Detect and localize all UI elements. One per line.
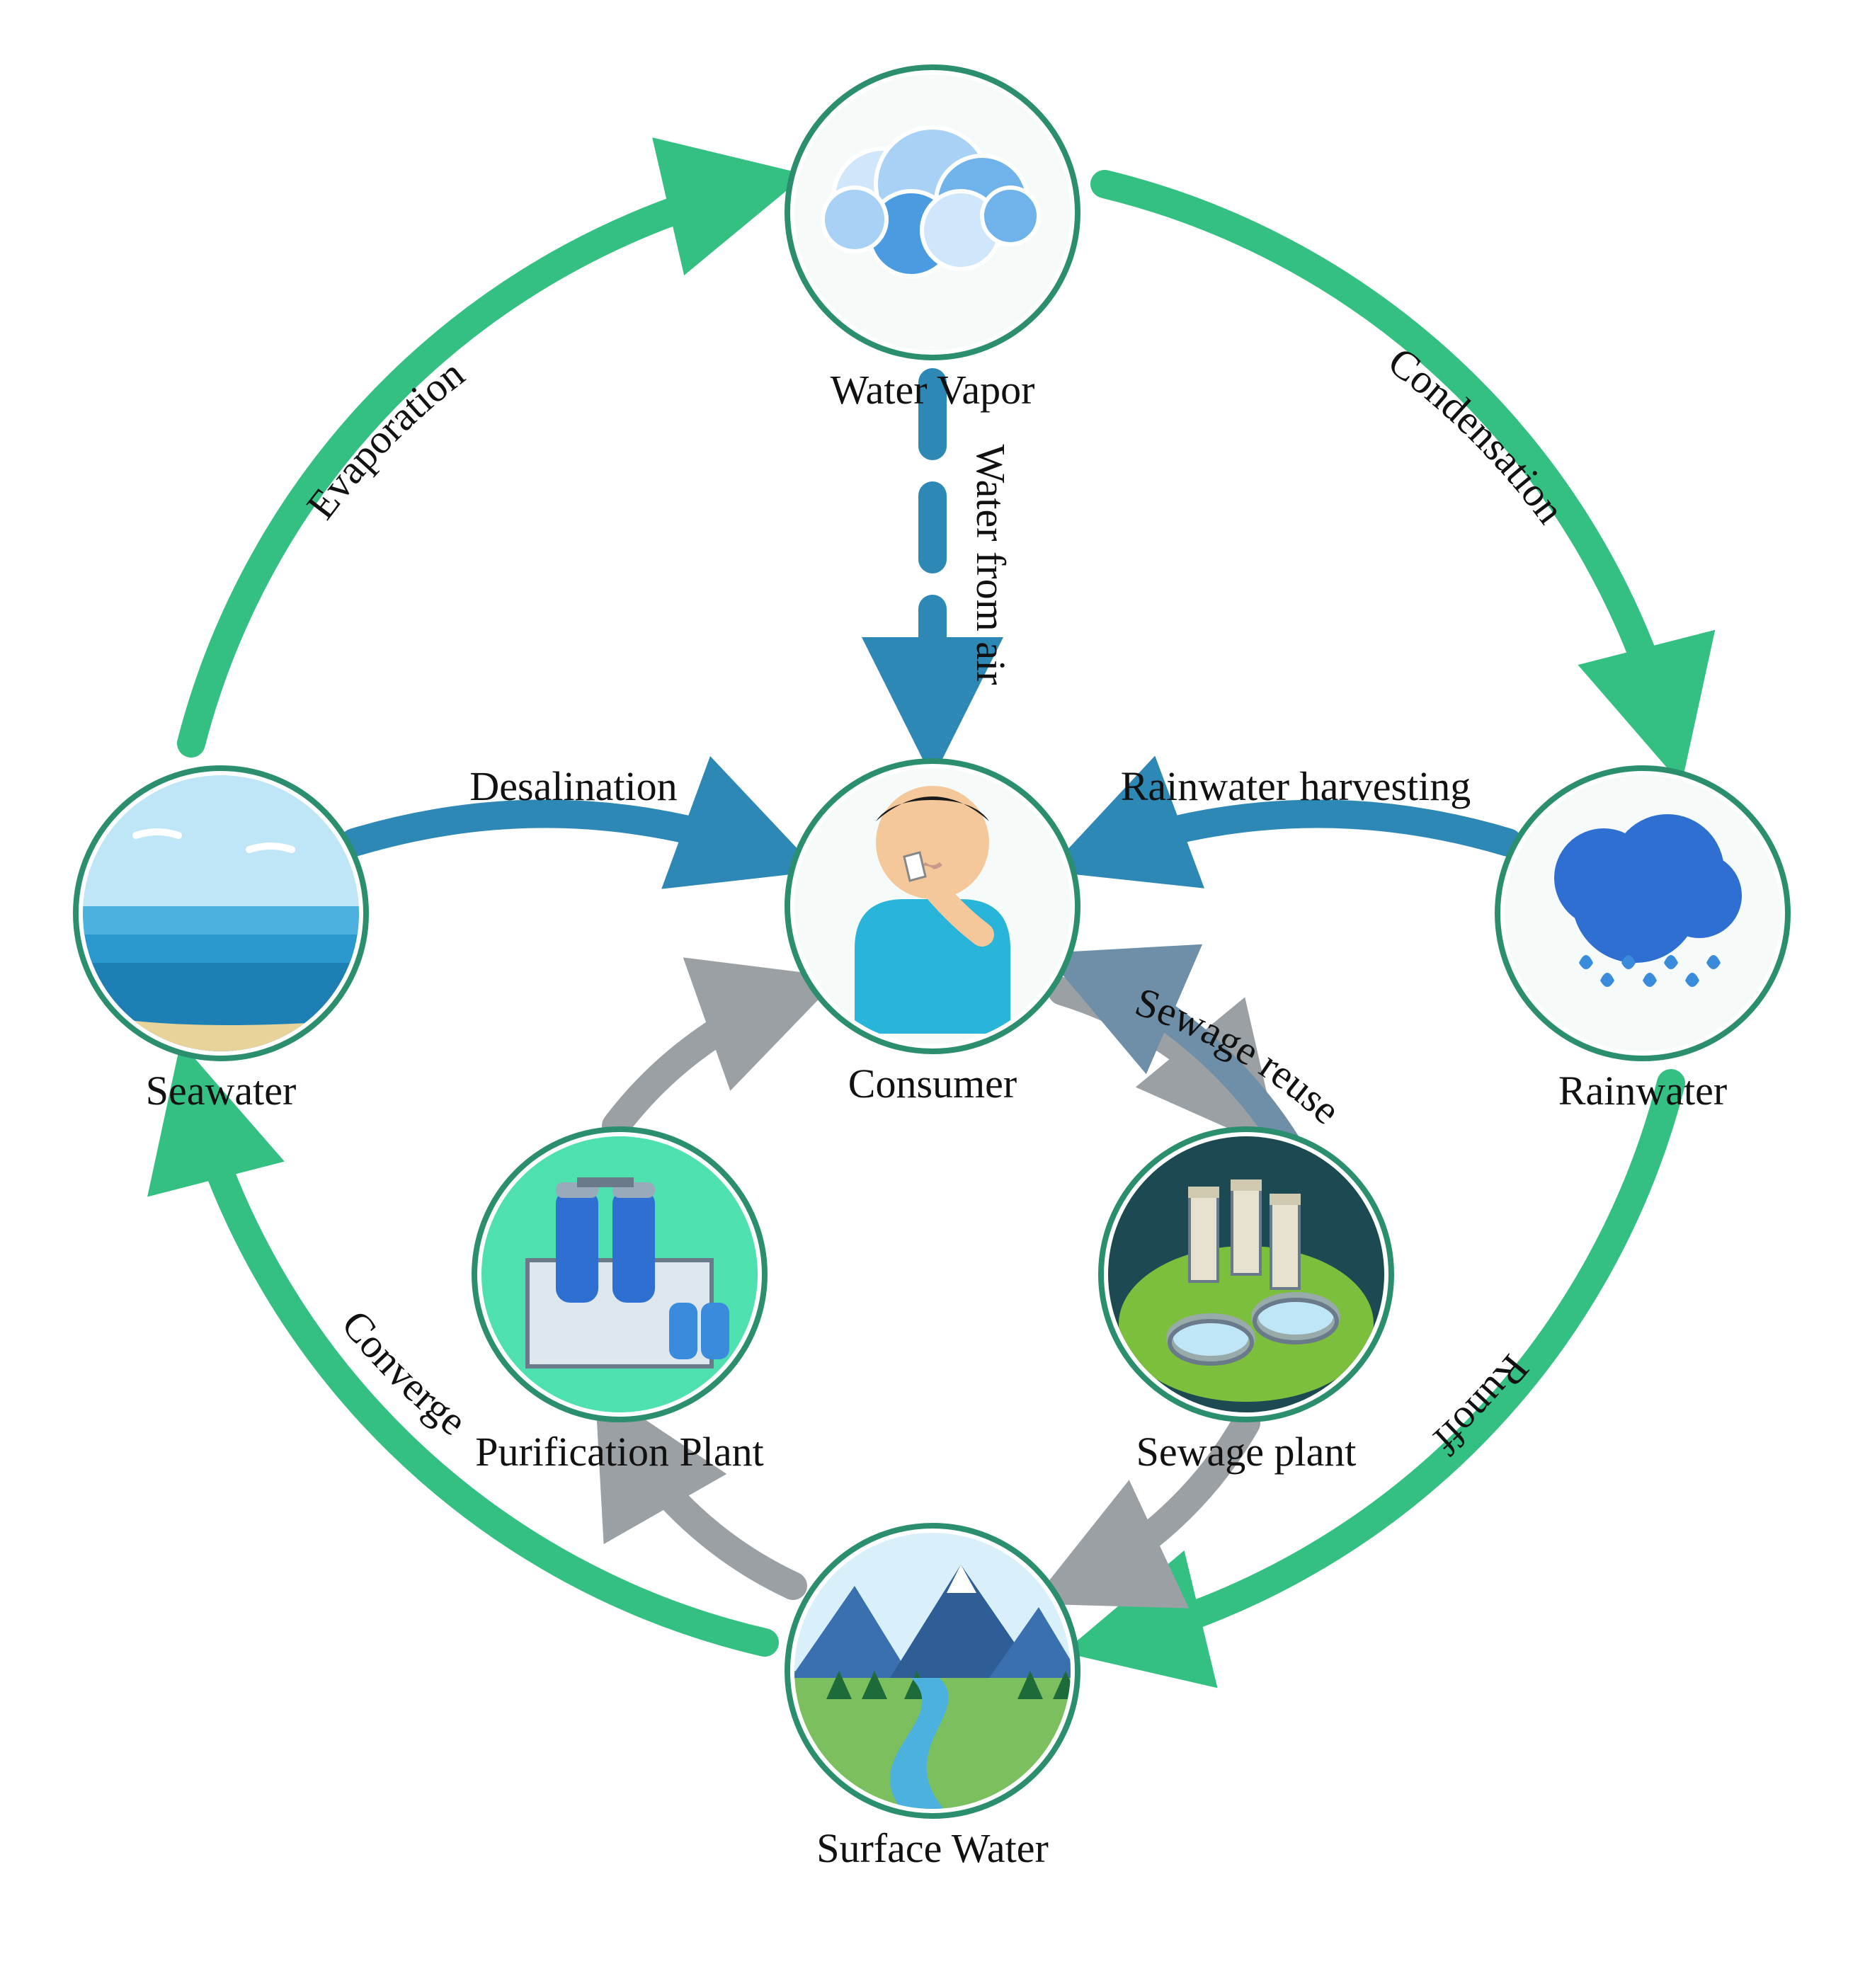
node-label-seawater: Seawater: [146, 1067, 297, 1114]
node-water_vapor: [787, 67, 1078, 358]
water-cycle-diagram: EvaporationCondensationRunoffConvergeDes…: [0, 0, 1865, 1988]
nodes-layer: [0, 0, 1865, 1988]
node-rainwater: [1498, 768, 1788, 1058]
clouds-icon: [794, 74, 1071, 350]
node-label-consumer: Consumer: [848, 1060, 1017, 1107]
node-label-rainwater: Rainwater: [1558, 1067, 1727, 1114]
node-label-surface: Surface Water: [816, 1824, 1049, 1872]
node-surface: [787, 1526, 1081, 1816]
node-label-sewage: Sewage plant: [1136, 1428, 1357, 1475]
node-purification: [474, 1129, 765, 1419]
person-drinking-icon: [794, 768, 1071, 1044]
node-label-water_vapor: Water Vapor: [831, 366, 1035, 413]
rain-cloud-icon: [1505, 775, 1781, 1051]
node-sewage: [1101, 1129, 1391, 1419]
node-label-purification: Purification Plant: [475, 1428, 764, 1475]
node-seawater: [76, 768, 366, 1058]
node-consumer: [787, 761, 1078, 1051]
